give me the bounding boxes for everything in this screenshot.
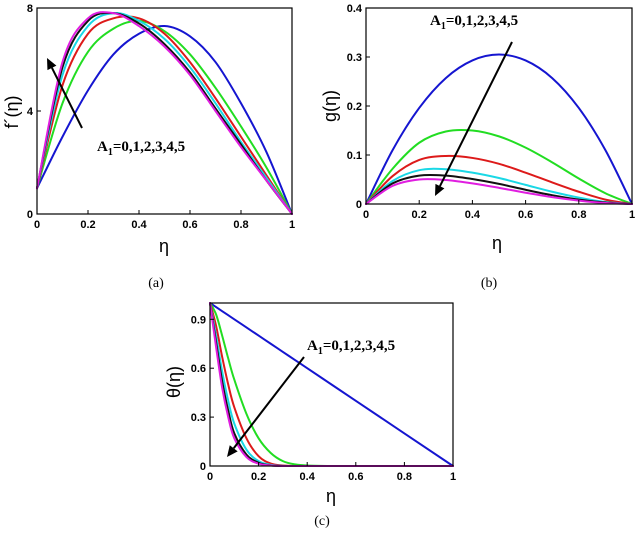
panel-b-x-tick-label: 0 — [363, 209, 369, 221]
panel-b-x-tick-label: 0.4 — [465, 209, 481, 221]
panel-a-x-tick-label: 0.8 — [233, 219, 248, 231]
panel-c-xlabel: η — [326, 486, 336, 506]
panel-a-series — [36, 11, 293, 215]
svg-text:A1=0,1,2,3,4,5: A1=0,1,2,3,4,5 — [307, 338, 395, 357]
panel-a-caption: (a) — [148, 276, 164, 291]
panel-c-annotation-arrow-shaft — [232, 356, 305, 449]
panel-b-y-tick-label: 0.2 — [347, 101, 362, 113]
panel-c-y-tick-label: 0.3 — [191, 412, 206, 424]
panel-b-caption: (b) — [481, 276, 498, 291]
panel-a-annotation: A1=0,1,2,3,4,5 — [97, 139, 185, 158]
panel-b-x-tick-label: 0.8 — [571, 209, 586, 221]
panel-a-series-line — [36, 11, 293, 215]
panel-b-annotation-sub: 1 — [441, 21, 446, 32]
panel-c-annotation-arrow-head — [227, 445, 238, 457]
panel-c-x-tick-label: 0 — [207, 471, 213, 483]
panel-c-series — [209, 302, 454, 468]
panel-a-series-line — [36, 25, 293, 215]
panel-b-series-line — [365, 128, 633, 205]
panel-a-series-line — [36, 11, 293, 215]
panel-b-y-tick-label: 0 — [356, 199, 362, 211]
panel-c-annotation-main: A — [307, 338, 318, 354]
panel-b-annotation-arrow-shaft — [439, 41, 513, 187]
panel-c-y-tick-label: 0 — [200, 461, 206, 473]
panel-c-annotation: A1=0,1,2,3,4,5 — [307, 338, 395, 357]
panel-a-annotation-arrow-shaft — [51, 67, 83, 129]
panel-a-y-tick-label: 8 — [27, 3, 33, 15]
panel-a-annotation-sub: 1 — [108, 147, 113, 158]
panel-c-x-tick-label: 0.6 — [348, 471, 363, 483]
svg-text:A1=0,1,2,3,4,5: A1=0,1,2,3,4,5 — [430, 13, 518, 32]
panel-c-x-tick-label: 0.2 — [251, 471, 266, 483]
panel-b-y-tick-label: 0.4 — [347, 3, 363, 15]
panel-a-x-tick-label: 0.2 — [80, 219, 95, 231]
panel-c: θ(η) A1=0,1,2,3,4,5 η (c) 0 0.2 0.4 0.6 0.8 1… — [164, 302, 456, 529]
svg-text:A1=0,1,2,3,4,5: A1=0,1,2,3,4,5 — [97, 139, 185, 158]
panel-b-annotation-arrow-head — [435, 183, 445, 196]
panel-b-series-line — [365, 154, 633, 205]
panel-a-annotation-rest: =0,1,2,3,4,5 — [113, 139, 185, 155]
panel-b-annotation: A1=0,1,2,3,4,5 — [430, 13, 518, 32]
panel-b-series-line — [365, 167, 633, 205]
panel-a-x-tick-label: 0 — [34, 219, 40, 231]
panel-a-annotation-main: A — [97, 139, 108, 155]
panel-a-x-tick-label: 0.4 — [131, 219, 147, 231]
panel-c-caption: (c) — [314, 514, 330, 529]
panel-a-x-tick-label: 1 — [289, 219, 295, 231]
panel-b-y-tick-label: 0.1 — [347, 150, 362, 162]
panel-b-series — [365, 53, 633, 205]
panel-b-x-tick-label: 1 — [629, 209, 635, 221]
panel-c-annotation-rest: =0,1,2,3,4,5 — [323, 338, 395, 354]
panel-a-ylabel: f´(η) — [2, 96, 22, 129]
panel-a-annotation-arrow-head — [47, 58, 57, 71]
panel-c-x-tick-label: 0.4 — [300, 471, 316, 483]
panel-b-x-tick-label: 0.2 — [412, 209, 427, 221]
panel-c-y-tick-label: 0.6 — [191, 363, 206, 375]
panel-c-x-tick-label: 0.8 — [397, 471, 412, 483]
panel-c-y-tick-label: 0.9 — [191, 314, 206, 326]
panel-a: f´(η) A1=0,1,2,3,4,5 η (a) 0 0.2 0.4 0.6 0.8… — [2, 3, 295, 291]
panel-a-series-line — [36, 12, 293, 215]
panel-a-series-line — [36, 19, 293, 215]
panel-c-x-tick-label: 1 — [450, 471, 456, 483]
panel-b-annotation-rest: =0,1,2,3,4,5 — [446, 13, 518, 29]
panel-b-annotation-main: A — [430, 13, 441, 29]
panel-b-y-tick-label: 0.3 — [347, 52, 362, 64]
panel-b-ylabel: g(η) — [320, 90, 340, 122]
panel-b-series-line — [365, 178, 633, 205]
panel-a-x-tick-label: 0.6 — [182, 219, 197, 231]
panel-a-series-line — [36, 15, 293, 215]
panel-a-y-tick-label: 0 — [27, 209, 33, 221]
panel-a-y-tick-label: 4 — [27, 106, 34, 118]
panel-c-series-line — [209, 302, 454, 467]
panel-b: g(η) A1=0,1,2,3,4,5 η (b) 0 0.2 0.4 0.6 0.8 1… — [320, 3, 635, 291]
panel-b-xlabel: η — [492, 233, 502, 253]
panel-c-plot-frame — [209, 302, 454, 467]
panel-b-series-line — [365, 53, 633, 205]
panel-a-xlabel: η — [159, 236, 169, 256]
panel-c-annotation-sub: 1 — [318, 346, 323, 357]
panel-b-x-tick-label: 0.6 — [518, 209, 533, 221]
panel-c-ylabel: θ(η) — [164, 366, 184, 398]
